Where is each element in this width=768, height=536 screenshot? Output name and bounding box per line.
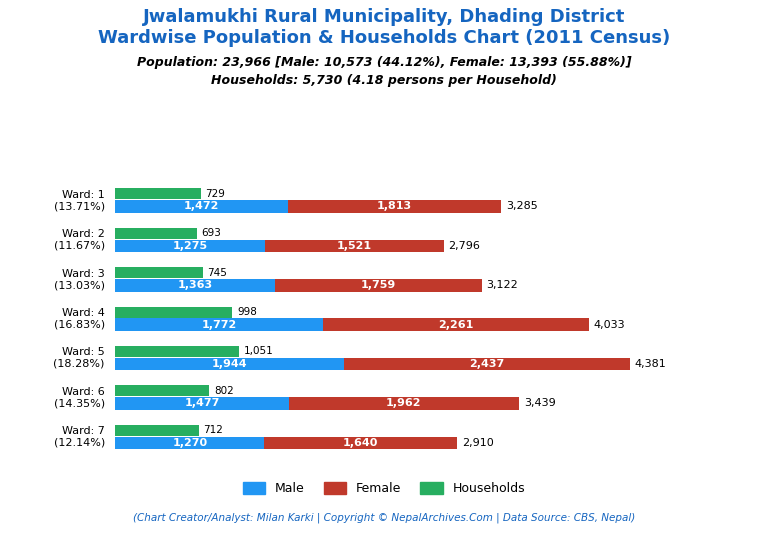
Text: 998: 998 <box>237 307 257 317</box>
Text: 1,640: 1,640 <box>343 438 379 448</box>
Text: 745: 745 <box>207 267 227 278</box>
Text: 1,962: 1,962 <box>386 398 422 408</box>
Bar <box>289 397 519 410</box>
Bar <box>264 437 457 449</box>
Text: 1,813: 1,813 <box>377 202 412 211</box>
Text: 1,772: 1,772 <box>202 319 237 330</box>
Bar <box>115 358 343 370</box>
Text: 2,437: 2,437 <box>469 359 505 369</box>
Bar <box>115 188 200 199</box>
Text: 2,910: 2,910 <box>462 438 494 448</box>
Text: 712: 712 <box>204 425 223 435</box>
Bar <box>115 228 197 239</box>
Text: 802: 802 <box>214 386 233 396</box>
Text: (Chart Creator/Analyst: Milan Karki | Copyright © NepalArchives.Com | Data Sourc: (Chart Creator/Analyst: Milan Karki | Co… <box>133 512 635 523</box>
Text: 2,796: 2,796 <box>449 241 480 251</box>
Text: 4,381: 4,381 <box>634 359 666 369</box>
Text: 1,472: 1,472 <box>184 202 220 211</box>
Text: 693: 693 <box>201 228 221 238</box>
Legend: Male, Female, Households: Male, Female, Households <box>237 477 531 500</box>
Text: 1,051: 1,051 <box>243 346 273 356</box>
Text: Population: 23,966 [Male: 10,573 (44.12%), Female: 13,393 (55.88%)]: Population: 23,966 [Male: 10,573 (44.12%… <box>137 56 631 69</box>
Text: 1,363: 1,363 <box>177 280 213 291</box>
Text: 4,033: 4,033 <box>594 319 625 330</box>
Text: 2,261: 2,261 <box>439 319 474 330</box>
Bar <box>115 307 233 317</box>
Text: Jwalamukhi Rural Municipality, Dhading District: Jwalamukhi Rural Municipality, Dhading D… <box>143 8 625 26</box>
Text: 1,275: 1,275 <box>173 241 207 251</box>
Bar <box>275 279 482 292</box>
Bar <box>115 318 323 331</box>
Bar <box>115 385 210 397</box>
Text: 3,122: 3,122 <box>487 280 518 291</box>
Text: Households: 5,730 (4.18 persons per Household): Households: 5,730 (4.18 persons per Hous… <box>211 74 557 87</box>
Bar <box>115 200 288 213</box>
Text: 1,477: 1,477 <box>184 398 220 408</box>
Bar <box>115 240 265 252</box>
Text: 3,439: 3,439 <box>524 398 555 408</box>
Text: 1,944: 1,944 <box>211 359 247 369</box>
Bar <box>115 437 264 449</box>
Text: 3,285: 3,285 <box>506 202 538 211</box>
Bar <box>115 346 239 357</box>
Bar <box>115 279 275 292</box>
Text: 1,270: 1,270 <box>172 438 207 448</box>
Text: 1,759: 1,759 <box>361 280 396 291</box>
Bar <box>288 200 501 213</box>
Bar <box>115 425 199 436</box>
Bar <box>323 318 589 331</box>
Text: 1,521: 1,521 <box>336 241 372 251</box>
Bar <box>115 397 289 410</box>
Text: Wardwise Population & Households Chart (2011 Census): Wardwise Population & Households Chart (… <box>98 29 670 48</box>
Bar <box>265 240 444 252</box>
Bar <box>115 267 203 278</box>
Text: 729: 729 <box>206 189 225 199</box>
Bar <box>343 358 630 370</box>
